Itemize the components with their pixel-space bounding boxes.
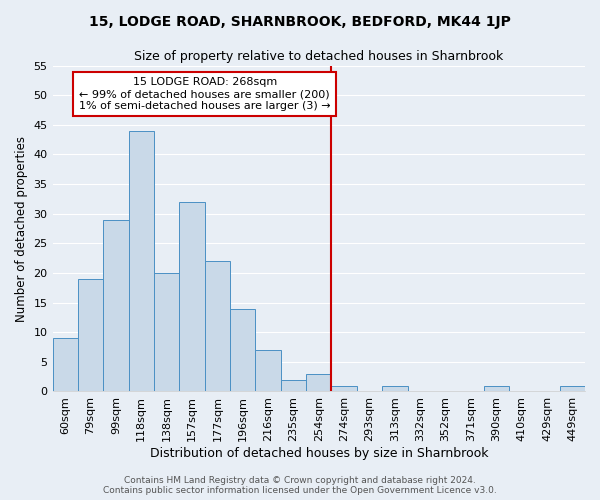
Bar — [306, 374, 331, 392]
Bar — [179, 202, 205, 392]
Title: Size of property relative to detached houses in Sharnbrook: Size of property relative to detached ho… — [134, 50, 503, 63]
Bar — [205, 261, 230, 392]
Bar — [78, 279, 103, 392]
Bar — [382, 386, 407, 392]
Bar — [103, 220, 128, 392]
Y-axis label: Number of detached properties: Number of detached properties — [15, 136, 28, 322]
Text: 15, LODGE ROAD, SHARNBROOK, BEDFORD, MK44 1JP: 15, LODGE ROAD, SHARNBROOK, BEDFORD, MK4… — [89, 15, 511, 29]
Bar — [154, 273, 179, 392]
Bar — [53, 338, 78, 392]
Bar — [331, 386, 357, 392]
Bar — [128, 130, 154, 392]
X-axis label: Distribution of detached houses by size in Sharnbrook: Distribution of detached houses by size … — [149, 447, 488, 460]
Bar — [484, 386, 509, 392]
Bar — [560, 386, 585, 392]
Text: Contains HM Land Registry data © Crown copyright and database right 2024.
Contai: Contains HM Land Registry data © Crown c… — [103, 476, 497, 495]
Bar — [256, 350, 281, 392]
Bar — [281, 380, 306, 392]
Bar — [230, 308, 256, 392]
Text: 15 LODGE ROAD: 268sqm
← 99% of detached houses are smaller (200)
1% of semi-deta: 15 LODGE ROAD: 268sqm ← 99% of detached … — [79, 78, 331, 110]
